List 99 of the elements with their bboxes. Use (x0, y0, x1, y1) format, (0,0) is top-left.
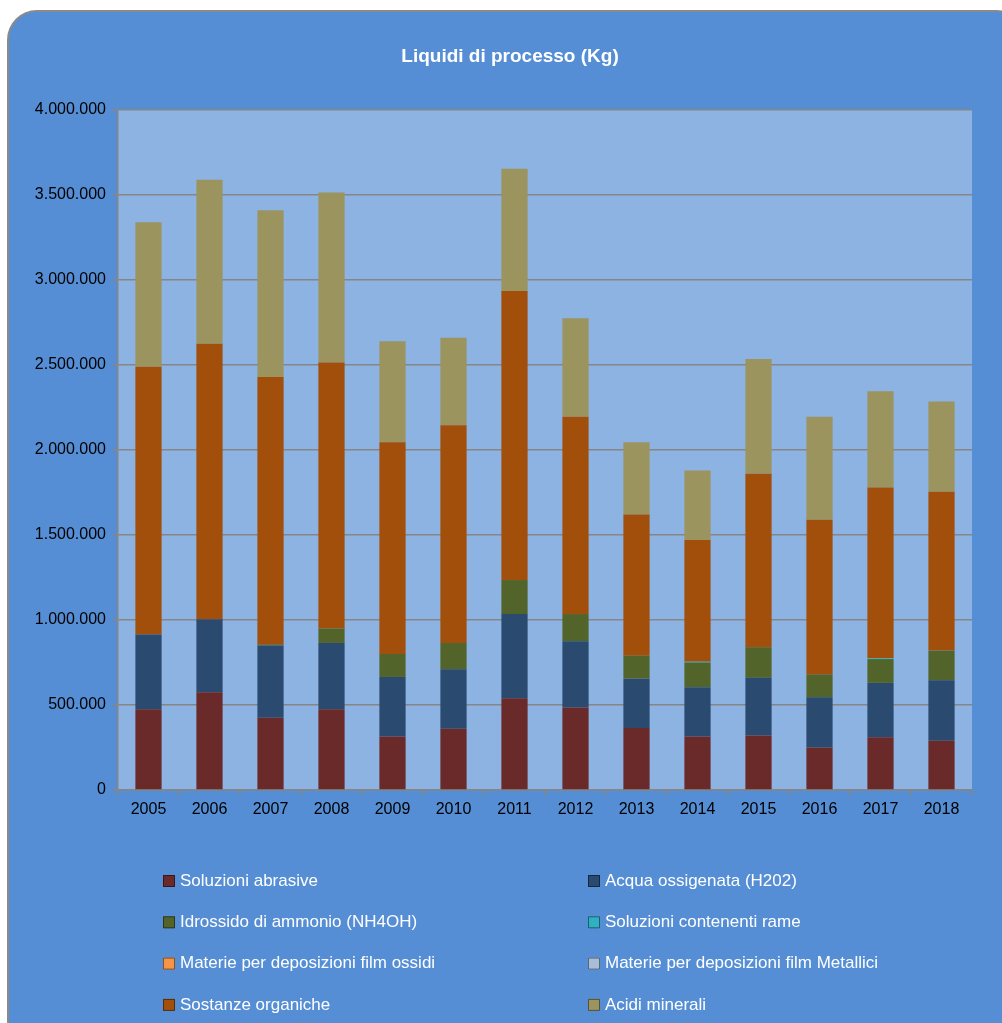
bar (501, 614, 528, 699)
y-tick-label: 4.000.000 (34, 100, 107, 118)
bar (623, 514, 650, 656)
x-tick-label: 2009 (374, 800, 411, 818)
bar (379, 654, 406, 677)
bar (135, 634, 162, 710)
bar (684, 540, 711, 662)
bar (745, 677, 772, 736)
bar (928, 491, 955, 651)
bar (318, 709, 345, 790)
bar (745, 473, 772, 648)
legend-label: Soluzioni abrasive (180, 870, 318, 890)
y-tick-label: 1.500.000 (34, 525, 107, 543)
bar (623, 727, 650, 790)
bar (745, 647, 772, 678)
x-tick-label: 2008 (313, 800, 350, 818)
bar (745, 735, 772, 790)
bar (806, 416, 833, 520)
bar (928, 680, 955, 741)
bar (440, 337, 467, 426)
bar (196, 692, 223, 790)
bar (684, 687, 711, 737)
bar (135, 366, 162, 635)
bar (562, 614, 589, 642)
x-tick-label: 2005 (130, 800, 167, 818)
bar (501, 580, 528, 615)
bar (257, 376, 284, 645)
bar (196, 619, 223, 693)
bar (623, 678, 650, 728)
x-tick-label: 2006 (191, 800, 228, 818)
legend-label: Acqua ossigenata (H202) (605, 870, 797, 890)
bar (867, 737, 894, 790)
bar (257, 717, 284, 790)
bar (196, 343, 223, 620)
legend-label: Materie per deposizioni film Metallici (605, 953, 879, 973)
legend-label: Materie per deposizioni film ossidi (180, 953, 436, 973)
bar (318, 642, 345, 710)
bar (135, 222, 162, 367)
bar (745, 359, 772, 474)
chart-title: Liquidi di processo (Kg) (401, 45, 619, 67)
y-tick-label: 2.500.000 (34, 355, 107, 373)
bar (562, 416, 589, 615)
x-tick-label: 2013 (618, 800, 655, 818)
bar (928, 740, 955, 790)
bar (562, 318, 589, 417)
x-tick-label: 2007 (252, 800, 289, 818)
y-tick-label: 2.000.000 (34, 440, 107, 458)
bar (928, 650, 955, 681)
bar (928, 401, 955, 492)
bar (867, 391, 894, 488)
bar (806, 519, 833, 675)
x-tick-label: 2015 (740, 800, 777, 818)
bar (196, 179, 223, 344)
bar (684, 662, 711, 688)
bar (806, 697, 833, 748)
bar (867, 487, 894, 659)
bar (623, 655, 650, 679)
bar (501, 698, 528, 790)
x-tick-label: 2014 (679, 800, 716, 818)
bar (257, 645, 284, 718)
x-tick-label: 2016 (801, 800, 838, 818)
y-tick-label: 500.000 (48, 695, 107, 713)
y-tick-label: 0 (97, 780, 107, 798)
bar (684, 736, 711, 790)
bar (379, 341, 406, 443)
bar (379, 736, 406, 790)
bar (379, 676, 406, 737)
bar (501, 168, 528, 292)
bar (562, 641, 589, 708)
bar (867, 682, 894, 738)
x-tick-label: 2018 (923, 800, 960, 818)
bar (867, 659, 894, 683)
bar (318, 362, 345, 629)
legend-label: Sostanze organiche (180, 994, 331, 1014)
legend-label: Idrossido di ammonio (NH4OH) (180, 911, 418, 931)
y-tick-label: 3.000.000 (34, 270, 107, 288)
y-tick-label: 1.000.000 (34, 610, 107, 628)
bar (562, 707, 589, 790)
bar (440, 669, 467, 729)
bar (684, 470, 711, 541)
bar (318, 628, 345, 643)
legend-label: Soluzioni contenenti rame (605, 911, 801, 931)
bar (806, 674, 833, 698)
bar (135, 709, 162, 790)
bar (440, 728, 467, 790)
legend-label: Acidi minerali (605, 994, 707, 1014)
y-tick-label: 3.500.000 (34, 185, 107, 203)
x-tick-label: 2011 (497, 800, 532, 818)
bar (501, 291, 528, 581)
x-tick-label: 2010 (435, 800, 472, 818)
bar (257, 210, 284, 377)
bar (806, 747, 833, 790)
x-tick-label: 2012 (557, 800, 594, 818)
bar (318, 192, 345, 363)
bar (379, 442, 406, 654)
bar (440, 425, 467, 643)
bar (623, 442, 650, 515)
bar (440, 642, 467, 670)
x-tick-label: 2017 (862, 800, 899, 818)
